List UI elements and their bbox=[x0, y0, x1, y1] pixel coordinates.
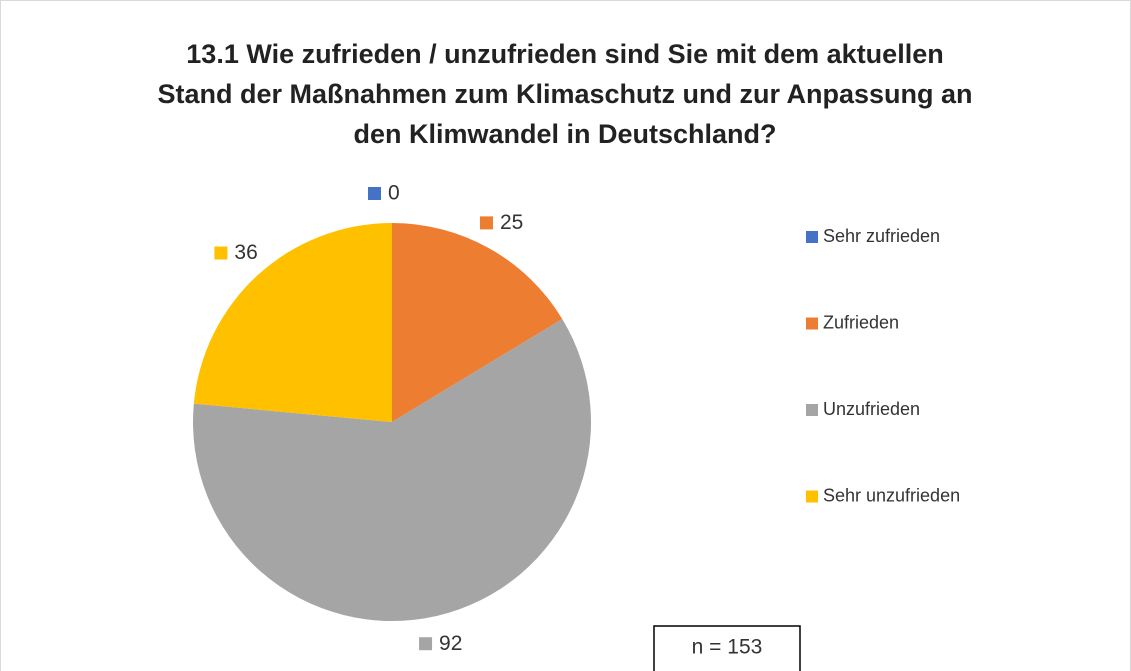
annotation: n = 153 bbox=[692, 636, 763, 659]
pie-slice bbox=[193, 318, 591, 621]
legend-label: Unzufrieden bbox=[823, 399, 920, 419]
chart-title: 13.1 Wie zufrieden / unzufrieden sind Si… bbox=[157, 39, 973, 149]
annotation-box bbox=[653, 625, 801, 671]
data-label: 25 bbox=[500, 211, 523, 234]
legend-swatch bbox=[806, 490, 818, 503]
pie-slice bbox=[392, 223, 563, 422]
data-label: 36 bbox=[234, 241, 257, 264]
data-label: 0 bbox=[388, 182, 400, 205]
legend-label: Sehr unzufrieden bbox=[823, 485, 960, 505]
data-label: 92 bbox=[439, 632, 462, 655]
pie-slice bbox=[193, 223, 392, 422]
legend-swatch bbox=[806, 317, 818, 330]
legend-label: Sehr zufrieden bbox=[823, 226, 940, 246]
data-label-marker bbox=[419, 637, 433, 651]
legend-swatch bbox=[806, 231, 818, 243]
data-label-marker bbox=[214, 246, 228, 260]
data-label-marker bbox=[479, 216, 493, 230]
legend-label: Zufrieden bbox=[823, 312, 899, 332]
legend-swatch bbox=[806, 404, 818, 416]
data-label-marker bbox=[368, 187, 381, 200]
